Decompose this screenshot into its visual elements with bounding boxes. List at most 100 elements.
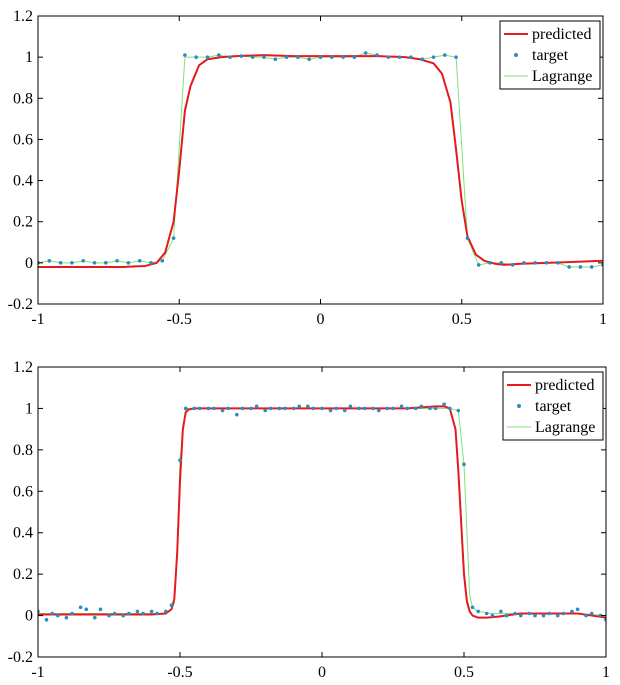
target-point [155,611,160,616]
target-point [149,261,153,265]
target-point [206,406,211,411]
y-tick-label: 1.2 [13,359,33,376]
target-point [169,603,174,608]
target-point [513,611,517,616]
target-point [433,406,438,411]
target-point [578,265,583,269]
target-point [198,406,202,411]
target-point [470,605,475,610]
target-point [442,402,446,407]
target-point [121,613,125,618]
target-point [98,607,103,612]
target-point [226,406,231,411]
target-point [70,611,74,616]
target-point [490,613,495,618]
target-point [58,261,63,265]
target-point [522,261,526,265]
target-point [567,265,571,269]
target-point [107,613,111,618]
target-point [178,458,182,463]
y-tick-label: 0.2 [13,214,33,231]
target-point [352,55,357,59]
y-tick-label: 0.8 [13,442,33,459]
target-point [556,261,560,265]
target-point [504,613,509,618]
target-point [50,611,54,616]
target-point [348,404,353,409]
target-point [93,615,97,620]
target-point [456,408,461,413]
y-tick-label: 0 [25,255,33,272]
target-point [413,406,418,411]
y-tick-label: 0.4 [13,173,33,190]
y-tick-label: 0.4 [13,525,33,542]
target-point [78,605,83,610]
target-point [533,261,537,265]
target-point [499,261,504,265]
x-tick-label: 0 [318,664,326,681]
target-point [269,406,273,411]
legend-label-target: target [532,47,569,64]
target-point [318,55,323,59]
target-point [484,611,489,616]
target-point [488,261,492,265]
target-point [342,408,347,413]
legend-swatch-target [514,53,518,57]
target-point [462,462,466,467]
target-point [104,261,108,265]
target-point [377,408,381,413]
target-point [476,263,481,267]
y-tick-label: -0.2 [8,296,33,313]
target-point [561,611,566,616]
series-predicted-line-top [38,54,603,268]
x-tick-label: 0.5 [454,664,474,681]
legend-label-target: target [535,398,572,415]
series-layer-top [38,51,603,269]
legend-label-predicted: predicted [535,377,595,394]
x-tick-label: -0.5 [167,311,192,328]
target-point [115,259,119,263]
target-point [64,615,69,620]
y-ticks-bottom: -0.2 0 0.2 0.4 0.6 0.8 1 1.2 [8,359,606,666]
target-point [135,609,140,614]
target-point [330,55,334,59]
target-point [499,609,503,614]
target-point [149,609,154,614]
y-tick-label: 0.6 [13,483,33,500]
target-point [171,236,176,240]
legend-top: predicted target Lagrange [499,20,601,90]
target-point [183,53,187,57]
target-point [56,613,60,618]
target-point [194,55,198,59]
target-point [419,404,424,409]
target-point [386,55,391,59]
target-point [141,611,145,616]
target-point [250,55,255,59]
y-tick-label: 0.2 [13,566,33,583]
target-point [47,259,52,263]
legend-bottom: predicted target Lagrange [502,371,604,441]
y-tick-label: 0.6 [13,131,33,148]
target-point [420,57,425,61]
target-point [228,55,232,59]
target-point [164,609,168,614]
target-point [590,611,594,616]
chart-bottom: -1 -0.5 0 0.5 1 -0.2 0 0.2 0.4 0.6 0.8 1 1.2 predic… [8,359,610,681]
target-point [277,406,282,411]
x-tick-label: 1 [599,311,607,328]
target-point [541,613,546,618]
target-point [217,53,221,57]
y-tick-label: 1 [25,49,33,66]
target-point [391,406,395,411]
target-point [127,611,131,616]
target-point [465,236,470,240]
target-point [575,607,580,612]
target-point [283,406,287,411]
target-point [240,406,245,411]
x-tick-label: 1 [602,664,610,681]
target-point [84,607,89,612]
target-point [443,53,447,57]
target-point [284,55,289,59]
target-point [137,259,142,263]
